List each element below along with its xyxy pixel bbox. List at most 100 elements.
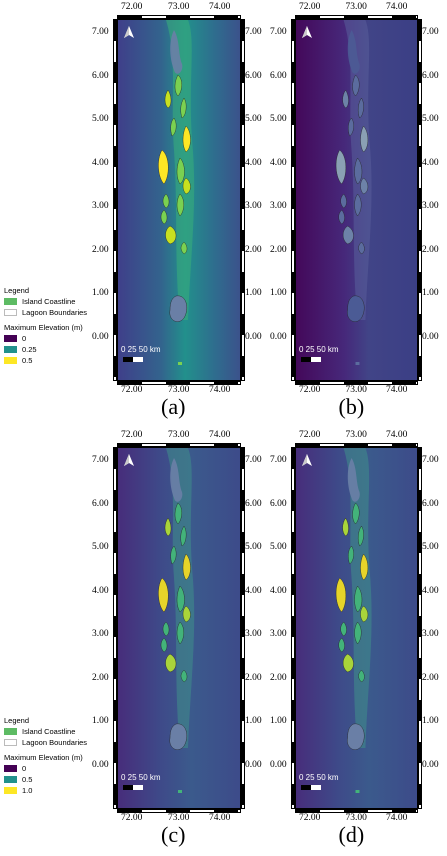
- north-arrow-icon: [302, 453, 312, 471]
- graticule-left: [291, 447, 295, 809]
- legend-lagoon-item: Lagoon Boundaries: [4, 737, 87, 748]
- latitude-tick-label: 7.00: [422, 455, 439, 465]
- latitude-tick-label: 6.00: [92, 70, 109, 81]
- latitude-tick-label: 3.00: [270, 201, 287, 211]
- latitude-tick-label: 4.00: [422, 585, 439, 596]
- latitude-tick-label: 1.00: [270, 288, 287, 298]
- north-arrow-icon: [124, 25, 134, 43]
- legend-bottom: Legend Island Coastline Lagoon Boundarie…: [4, 715, 87, 796]
- latitude-tick-label: 0.00: [270, 759, 287, 770]
- legend-title: Legend: [4, 286, 30, 295]
- ramp-item: 0.5: [4, 355, 87, 366]
- scale-bar: [301, 357, 321, 362]
- ramp-item: 0: [4, 763, 87, 774]
- latitude-tick-label: 0.00: [422, 759, 439, 770]
- panel-caption: (c): [161, 822, 186, 847]
- graticule-bottom: [295, 809, 418, 813]
- latitude-tick-label: 5.00: [92, 542, 109, 552]
- graticule-right: [418, 19, 422, 381]
- latitude-tick-label: 4.00: [92, 157, 109, 168]
- ramp-label: 0.25: [22, 345, 37, 354]
- ramp-label: 1.0: [22, 786, 33, 795]
- latitude-tick-label: 3.00: [270, 629, 287, 639]
- latitude-tick-label: 0.00: [422, 331, 439, 342]
- latitude-tick-label: 2.00: [245, 672, 262, 683]
- latitude-tick-label: 2.00: [270, 672, 287, 683]
- latitude-tick-label: 0.00: [245, 331, 262, 342]
- scale-label: 0 25 50 km: [121, 345, 161, 354]
- latitude-tick-label: 6.00: [422, 70, 439, 81]
- latitude-tick-label: 4.00: [270, 585, 287, 596]
- legend-island-item: Island Coastline: [4, 296, 87, 307]
- longitude-tick-label: 74.00: [386, 2, 408, 12]
- latitude-tick-label: 4.00: [92, 585, 109, 596]
- map-frame: [295, 447, 418, 809]
- longitude-tick-label: 73.00: [168, 430, 190, 440]
- ramp-swatch: [4, 357, 17, 364]
- latitude-tick-label: 2.00: [245, 244, 262, 255]
- longitude-tick-label: 73.00: [345, 2, 367, 12]
- longitude-tick-label: 72.00: [299, 813, 321, 823]
- ramp-item: 1.0: [4, 785, 87, 796]
- panel-caption: (b): [338, 394, 365, 419]
- scale-label: 0 25 50 km: [121, 773, 161, 782]
- ramp-swatch: [4, 787, 17, 794]
- latitude-tick-label: 0.00: [245, 759, 262, 770]
- latitude-tick-label: 7.00: [270, 455, 287, 465]
- longitude-tick-label: 72.00: [299, 385, 321, 395]
- scale-bar: [123, 357, 143, 362]
- legend-top: Legend Island Coastline Lagoon Boundarie…: [4, 285, 87, 366]
- scale-bar: [301, 785, 321, 790]
- latitude-tick-label: 7.00: [245, 27, 262, 37]
- latitude-tick-label: 5.00: [270, 114, 287, 124]
- latitude-tick-label: 4.00: [422, 157, 439, 168]
- latitude-tick-label: 2.00: [270, 244, 287, 255]
- latitude-tick-label: 2.00: [92, 244, 109, 255]
- latitude-tick-label: 5.00: [245, 542, 262, 552]
- latitude-tick-label: 7.00: [245, 455, 262, 465]
- latitude-tick-label: 1.00: [245, 716, 262, 726]
- graticule-top: [117, 443, 241, 447]
- latitude-tick-label: 2.00: [92, 672, 109, 683]
- ramp-label: 0.5: [22, 775, 33, 784]
- ramp-title: Maximum Elevation (m): [4, 753, 83, 762]
- longitude-tick-label: 73.00: [168, 813, 190, 823]
- panel-caption: (d): [338, 822, 365, 847]
- latitude-tick-label: 6.00: [422, 498, 439, 509]
- latitude-tick-label: 4.00: [245, 157, 262, 168]
- ramp-label: 0.5: [22, 356, 33, 365]
- latitude-tick-label: 0.00: [92, 759, 109, 770]
- panel-caption: (a): [161, 394, 186, 419]
- latitude-tick-label: 3.00: [245, 629, 262, 639]
- legend-lagoon-item: Lagoon Boundaries: [4, 307, 87, 318]
- latitude-tick-label: 4.00: [245, 585, 262, 596]
- ramp-item: 0: [4, 333, 87, 344]
- latitude-tick-label: 1.00: [92, 716, 109, 726]
- longitude-tick-label: 72.00: [121, 430, 143, 440]
- latitude-tick-label: 7.00: [422, 27, 439, 37]
- ramp-swatch: [4, 765, 17, 772]
- legend-island-label: Island Coastline: [22, 297, 76, 306]
- latitude-tick-label: 5.00: [245, 114, 262, 124]
- longitude-tick-label: 73.00: [168, 385, 190, 395]
- graticule-right: [241, 19, 245, 381]
- latitude-tick-label: 2.00: [422, 672, 439, 683]
- longitude-tick-label: 72.00: [299, 2, 321, 12]
- latitude-tick-label: 3.00: [92, 201, 109, 211]
- lagoon-swatch: [4, 739, 17, 746]
- graticule-bottom: [117, 809, 241, 813]
- map-frame: [117, 19, 241, 381]
- lagoon-swatch: [4, 309, 17, 316]
- latitude-tick-label: 3.00: [245, 201, 262, 211]
- graticule-left: [113, 447, 117, 809]
- graticule-right: [418, 447, 422, 809]
- graticule-left: [113, 19, 117, 381]
- island-swatch: [4, 728, 17, 735]
- latitude-tick-label: 7.00: [92, 27, 109, 37]
- longitude-tick-label: 74.00: [386, 385, 408, 395]
- latitude-tick-label: 0.00: [92, 331, 109, 342]
- latitude-tick-label: 3.00: [422, 201, 439, 211]
- graticule-bottom: [117, 381, 241, 385]
- latitude-tick-label: 2.00: [422, 244, 439, 255]
- graticule-top: [117, 15, 241, 19]
